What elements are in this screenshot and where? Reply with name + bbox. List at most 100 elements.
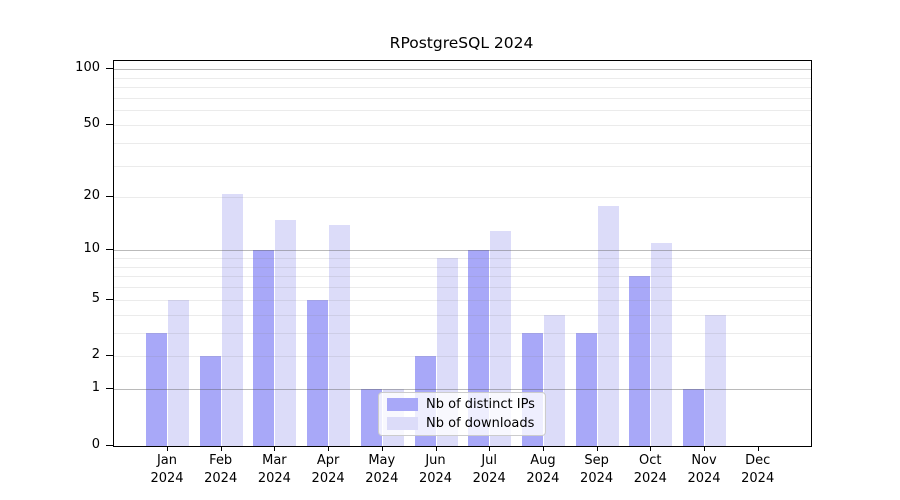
gridline-major	[114, 389, 811, 391]
x-tick-month: Feb	[209, 453, 233, 468]
bar-downloads-feb	[221, 193, 243, 446]
bar-distinct-ips-sep	[575, 332, 597, 446]
gridline-minor	[114, 197, 811, 199]
chart-title: RPostgreSQL 2024	[389, 34, 534, 52]
gridline-major	[114, 250, 811, 252]
x-tick-month: Jul	[481, 453, 498, 468]
bar-distinct-ips-feb	[199, 356, 221, 446]
gridline-minor	[114, 142, 811, 144]
x-tick-year: 2024	[311, 471, 345, 486]
legend-item: Nb of downloads	[387, 416, 537, 432]
gridline-minor	[114, 356, 811, 358]
x-tick-year: 2024	[257, 471, 291, 486]
legend-item: Nb of distinct IPs	[387, 397, 537, 413]
x-tick-label-sep: Sep 2024	[565, 452, 629, 488]
x-tick-year: 2024	[204, 471, 238, 486]
x-tick-year: 2024	[418, 471, 453, 486]
bar-downloads-sep	[597, 205, 619, 446]
gridline-minor	[114, 332, 811, 334]
legend-label: Nb of distinct IPs	[426, 396, 535, 412]
x-tick-month: Apr	[316, 453, 340, 468]
y-tick-mark	[106, 249, 113, 251]
x-tick-year: 2024	[633, 471, 667, 486]
y-tick-label: 100	[75, 60, 100, 76]
y-tick-label: 10	[83, 241, 100, 257]
x-tick-year: 2024	[150, 471, 184, 486]
y-tick-label: 20	[83, 188, 100, 204]
x-tick-label-may: May 2024	[350, 452, 414, 488]
x-tick-label-dec: Dec 2024	[726, 452, 790, 488]
x-tick-mark	[167, 446, 168, 451]
legend-label: Nb of downloads	[426, 415, 535, 431]
x-tick-label-jun: Jun 2024	[404, 452, 468, 488]
legend-swatch-distinct-ips	[387, 398, 418, 411]
bar-distinct-ips-jan	[146, 332, 167, 446]
x-tick-mark	[381, 446, 383, 451]
x-tick-month: Oct	[639, 453, 662, 468]
plot-area	[113, 60, 812, 447]
gridline-minor	[114, 87, 811, 89]
x-tick-year: 2024	[365, 471, 399, 486]
gridline-minor	[114, 125, 811, 126]
bar-downloads-aug	[543, 314, 565, 446]
bar-downloads-nov	[705, 314, 726, 446]
gridline-minor	[114, 98, 811, 99]
y-tick-mark	[106, 124, 113, 125]
x-tick-mark	[596, 446, 598, 451]
gridline-minor	[114, 299, 811, 301]
gridline-minor	[114, 287, 811, 289]
x-tick-month: Mar	[262, 453, 287, 468]
x-tick-label-apr: Apr 2024	[296, 452, 360, 488]
x-tick-year: 2024	[741, 471, 775, 486]
x-tick-label-jan: Jan 2024	[135, 452, 199, 488]
bar-downloads-mar	[275, 219, 297, 446]
gridline-minor	[114, 165, 811, 167]
x-tick-mark	[435, 446, 437, 451]
x-tick-mark	[274, 446, 276, 451]
gridline-minor	[114, 110, 811, 112]
bar-distinct-ips-oct	[629, 276, 651, 446]
y-tick-mark	[106, 355, 113, 357]
x-tick-label-oct: Oct 2024	[618, 452, 682, 488]
x-tick-year: 2024	[687, 471, 721, 486]
gridline-minor	[114, 266, 811, 268]
bar-downloads-apr	[329, 224, 351, 446]
x-tick-mark	[220, 446, 222, 451]
x-tick-mark	[489, 446, 491, 451]
bar-distinct-ips-apr	[307, 299, 329, 446]
y-tick-label: 5	[91, 290, 100, 306]
legend: Nb of distinct IPs Nb of downloads	[378, 392, 546, 436]
x-tick-label-nov: Nov 2024	[672, 452, 736, 488]
x-tick-month: Dec	[745, 453, 771, 468]
y-tick-mark	[106, 388, 113, 390]
x-tick-mark	[328, 446, 330, 451]
gridline-minor	[114, 314, 811, 316]
x-tick-year: 2024	[580, 471, 614, 486]
x-tick-mark	[650, 446, 652, 451]
y-tick-label: 0	[91, 437, 100, 452]
x-tick-label-jul: Jul 2024	[457, 452, 521, 488]
bar-distinct-ips-mar	[253, 250, 275, 446]
y-tick-label: 1	[91, 380, 100, 396]
x-tick-label-aug: Aug 2024	[511, 452, 575, 488]
x-tick-month: Jun	[425, 453, 446, 468]
x-tick-month: Sep	[584, 453, 609, 468]
gridline-major	[114, 69, 811, 71]
y-tick-mark	[106, 445, 113, 446]
x-tick-mark	[704, 446, 705, 451]
x-tick-month: Jan	[156, 453, 178, 468]
x-tick-month: May	[368, 453, 396, 468]
x-tick-mark	[542, 446, 544, 451]
y-tick-label: 2	[91, 347, 100, 363]
x-tick-month: Aug	[530, 453, 556, 468]
legend-swatch-downloads	[387, 417, 418, 430]
bar-distinct-ips-may	[360, 389, 382, 446]
x-tick-label-feb: Feb 2024	[189, 452, 253, 488]
x-tick-year: 2024	[526, 471, 560, 486]
bar-distinct-ips-nov	[683, 389, 704, 446]
x-tick-mark	[757, 446, 759, 451]
gridline-minor	[114, 77, 811, 79]
y-tick-mark	[106, 196, 113, 198]
x-tick-year: 2024	[472, 471, 506, 486]
